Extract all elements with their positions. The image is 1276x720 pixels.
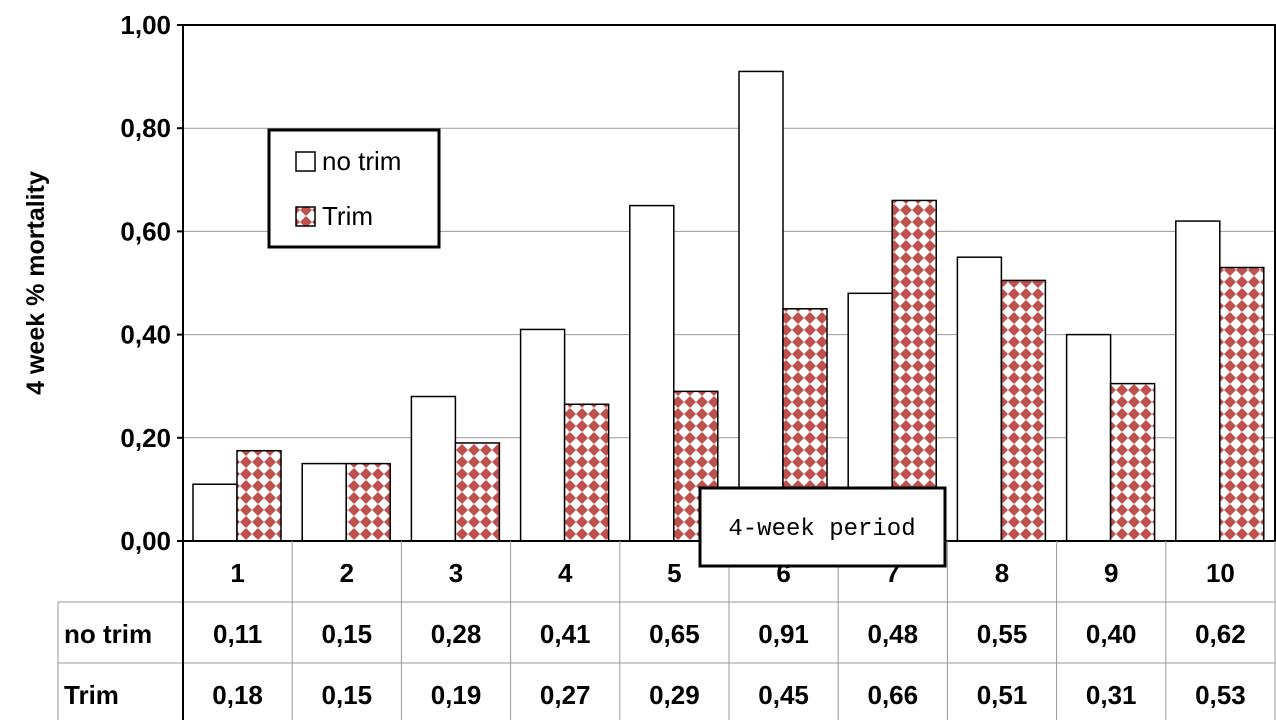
table-cell: 0,31 [1086, 680, 1137, 710]
legend: no trim Trim [267, 128, 441, 249]
bar-no-trim-10 [1175, 220, 1221, 542]
x-category-label: 10 [1206, 558, 1235, 588]
bar-trim-3 [454, 442, 501, 542]
bar-trim-1 [236, 449, 282, 542]
y-tick-label: 0,20 [120, 423, 171, 453]
bar-trim-10 [1219, 266, 1265, 542]
table-cell: 0,28 [431, 619, 482, 649]
table-cell: 0,53 [1195, 680, 1246, 710]
x-category-label: 2 [340, 558, 354, 588]
bar-no-trim-2 [301, 462, 347, 542]
table-cell: 0,29 [649, 680, 700, 710]
table-row-label: Trim [64, 680, 119, 710]
x-category-label: 4 [558, 558, 573, 588]
y-tick-label: 1,00 [120, 10, 171, 40]
table-cell: 0,55 [977, 619, 1028, 649]
table-cell: 0,48 [867, 619, 918, 649]
x-category-label: 1 [230, 558, 244, 588]
legend-label-trim: Trim [322, 201, 373, 231]
legend-swatch-no-trim [295, 151, 316, 172]
y-axis-label: 4 week % mortality [22, 171, 50, 395]
bar-trim-7 [891, 199, 937, 542]
bar-no-trim-9 [1065, 333, 1112, 542]
table-cell: 0,11 [213, 619, 262, 649]
bar-no-trim-4 [519, 328, 566, 542]
table-cell: 0,15 [321, 619, 372, 649]
bar-trim-2 [345, 462, 391, 542]
table-cell: 0,41 [540, 619, 591, 649]
table-cell: 0,19 [431, 680, 482, 710]
bar-no-trim-6 [738, 70, 784, 542]
table-cell: 0,51 [977, 680, 1028, 710]
x-category-label: 3 [449, 558, 463, 588]
bar-trim-9 [1109, 382, 1156, 542]
annotation-box: 4-week period [698, 486, 947, 568]
x-category-label: 9 [1104, 558, 1118, 588]
bar-trim-8 [1000, 279, 1047, 542]
table-cell: 0,45 [758, 680, 809, 710]
bar-no-trim-8 [956, 256, 1003, 542]
x-category-label: 8 [995, 558, 1009, 588]
table-cell: 0,15 [321, 680, 372, 710]
table-cell: 0,65 [649, 619, 700, 649]
bar-no-trim-3 [410, 395, 457, 542]
table-cell: 0,62 [1195, 619, 1246, 649]
table-cell: 0,91 [758, 619, 809, 649]
table-row-label: no trim [64, 619, 152, 649]
annotation-text: 4-week period [728, 516, 915, 543]
table-cell: 0,66 [867, 680, 918, 710]
x-category-label: 5 [667, 558, 681, 588]
bar-trim-4 [563, 403, 610, 542]
y-tick-label: 0,60 [120, 216, 171, 246]
y-tick-label: 0,00 [120, 526, 171, 556]
bar-no-trim-1 [192, 483, 238, 542]
table-cell: 0,27 [540, 680, 591, 710]
legend-swatch-trim [295, 206, 316, 227]
y-tick-label: 0,80 [120, 113, 171, 143]
table-cell: 0,40 [1086, 619, 1137, 649]
table-cell: 0,18 [212, 680, 263, 710]
bar-no-trim-5 [629, 204, 675, 542]
y-tick-label: 0,40 [120, 320, 171, 350]
legend-label-no-trim: no trim [322, 146, 401, 176]
